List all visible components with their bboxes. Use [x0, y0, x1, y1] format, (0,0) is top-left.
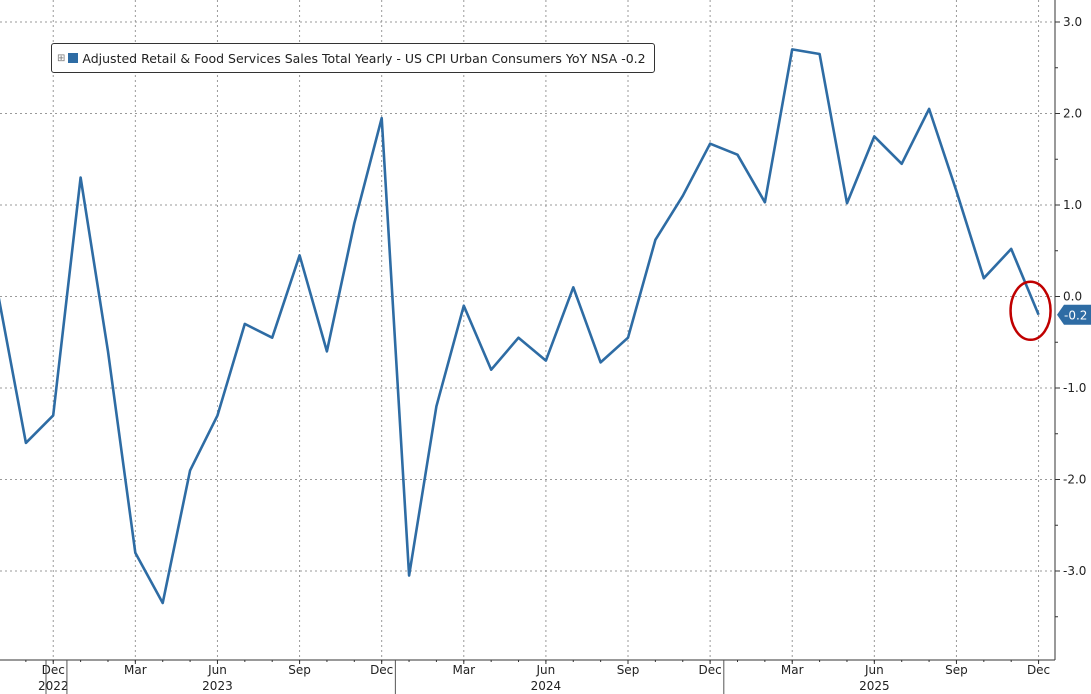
x-tick-label: Jun	[864, 663, 884, 677]
y-axis-ticks: 3.0 2.0 1.0 0.0 -1.0 -2.0 -3.0	[1055, 15, 1086, 618]
legend-series-name: Adjusted Retail & Food Services Sales To…	[82, 50, 618, 66]
x-tick-label: Sep	[288, 663, 311, 677]
x-tick-label: Dec	[370, 663, 393, 677]
y-tick-label: -2.0	[1063, 473, 1086, 487]
y-tick-label: 3.0	[1063, 15, 1082, 29]
x-tick-label: Sep	[945, 663, 968, 677]
y-tick-label: 0.0	[1063, 290, 1082, 304]
x-tick-label: Mar	[124, 663, 147, 677]
x-year-label: 2025	[859, 679, 890, 693]
last-value-marker	[1057, 304, 1091, 325]
y-tick-label: -1.0	[1063, 381, 1086, 395]
x-tick-label: Jun	[207, 663, 227, 677]
x-tick-label: Mar	[452, 663, 475, 677]
x-year-label: 2023	[202, 679, 233, 693]
legend-expand-icon[interactable]: ⊞	[57, 52, 66, 64]
x-tick-label: Mar	[781, 663, 804, 677]
legend-swatch	[68, 53, 79, 63]
y-tick-label: 2.0	[1063, 107, 1082, 121]
legend-last-value: -0.2	[621, 50, 646, 66]
annotation-layer: -0.2	[1009, 280, 1091, 342]
series-layer	[0, 48, 1040, 605]
y-tick-label: -3.0	[1063, 564, 1086, 578]
last-value-label: -0.2	[1064, 308, 1087, 322]
y-tick-label: 1.0	[1063, 198, 1082, 212]
x-tick-label: Jun	[536, 663, 556, 677]
x-tick-label: Dec	[699, 663, 722, 677]
axes	[0, 0, 1056, 661]
x-tick-label: Sep	[617, 663, 640, 677]
legend[interactable]: ⊞ Adjusted Retail & Food Services Sales …	[51, 43, 655, 73]
x-axis-ticks: Dec Mar Jun Sep Dec Mar Jun Sep Dec Mar Jun Sep Dec 2…	[25, 660, 1050, 694]
x-tick-label: Dec	[42, 663, 65, 677]
series-line	[0, 48, 1040, 605]
x-year-label: 2024	[531, 679, 562, 693]
x-year-label: 2022	[38, 679, 69, 693]
highlight-circle	[1009, 280, 1052, 342]
grid-lines	[0, 0, 1055, 660]
x-tick-label: Dec	[1027, 663, 1050, 677]
